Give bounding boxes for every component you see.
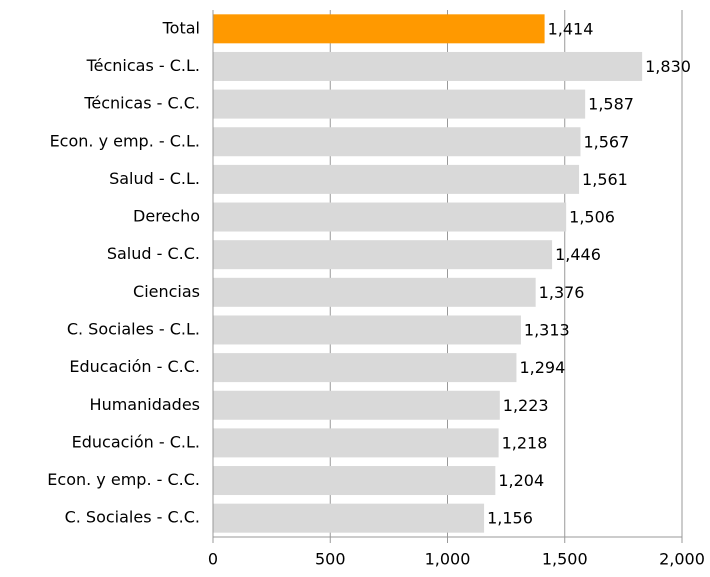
value-label: 1,204 bbox=[498, 471, 544, 490]
value-label: 1,376 bbox=[539, 283, 585, 302]
y-tick-label: Educación - C.C. bbox=[69, 357, 200, 376]
bar bbox=[213, 240, 553, 270]
value-label: 1,223 bbox=[503, 396, 549, 415]
y-tick-label: C. Sociales - C.L. bbox=[67, 319, 200, 338]
value-label: 1,587 bbox=[588, 95, 634, 114]
bar bbox=[213, 390, 500, 420]
value-label: 1,294 bbox=[519, 358, 565, 377]
x-tick-label: 1,500 bbox=[542, 550, 588, 569]
value-label: 1,561 bbox=[582, 170, 628, 189]
bar bbox=[213, 89, 586, 119]
value-label: 1,218 bbox=[502, 433, 548, 452]
y-tick-label: C. Sociales - C.C. bbox=[65, 508, 200, 527]
y-tick-label: Técnicas - C.L. bbox=[86, 56, 200, 75]
y-tick-label: Salud - C.L. bbox=[109, 169, 200, 188]
y-tick-label: Técnicas - C.C. bbox=[83, 94, 200, 113]
y-tick-label: Salud - C.C. bbox=[107, 244, 200, 263]
y-tick-label: Ciencias bbox=[133, 282, 200, 301]
x-tick-label: 1,000 bbox=[425, 550, 471, 569]
bar bbox=[213, 277, 536, 307]
value-label: 1,567 bbox=[583, 132, 629, 151]
value-label: 1,506 bbox=[569, 208, 615, 227]
value-label: 1,414 bbox=[548, 19, 594, 38]
bar bbox=[213, 503, 485, 533]
x-tick-label: 500 bbox=[315, 550, 346, 569]
bar bbox=[213, 164, 580, 194]
y-tick-label: Econ. y emp. - C.L. bbox=[50, 131, 200, 150]
bar bbox=[213, 466, 496, 496]
y-tick-label: Derecho bbox=[133, 207, 200, 226]
bar bbox=[213, 353, 517, 383]
bar bbox=[213, 127, 581, 157]
value-label: 1,156 bbox=[487, 509, 533, 528]
y-tick-label: Econ. y emp. - C.C. bbox=[47, 470, 200, 489]
x-tick-label: 2,000 bbox=[659, 550, 705, 569]
bar bbox=[213, 315, 521, 345]
value-label: 1,446 bbox=[555, 245, 601, 264]
y-tick-label: Educación - C.L. bbox=[72, 432, 200, 451]
x-tick-label: 0 bbox=[208, 550, 218, 569]
y-tick-label: Total bbox=[162, 18, 200, 37]
bar bbox=[213, 202, 567, 232]
bar bbox=[213, 14, 545, 44]
value-label: 1,830 bbox=[645, 57, 691, 76]
value-label: 1,313 bbox=[524, 320, 570, 339]
bar bbox=[213, 428, 499, 458]
y-tick-label: Humanidades bbox=[90, 395, 200, 414]
bar bbox=[213, 51, 643, 81]
